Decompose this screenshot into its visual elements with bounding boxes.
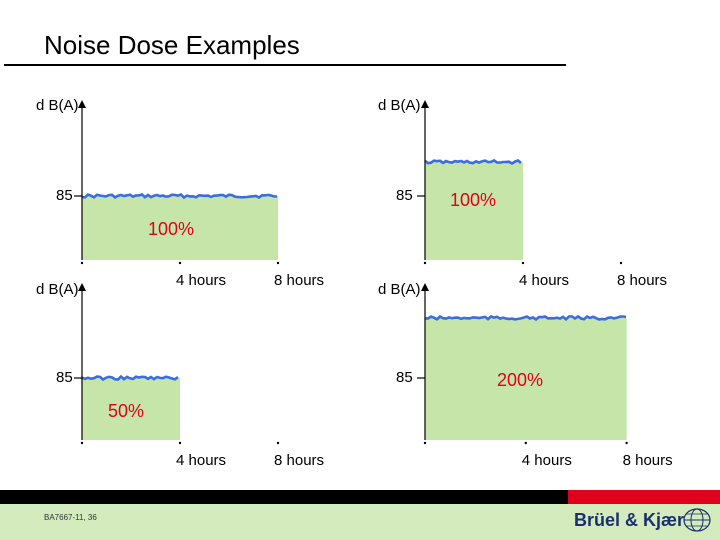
x-tick-mark xyxy=(178,441,182,445)
x-tick-mark xyxy=(276,441,280,445)
dose-percent-label: 50% xyxy=(108,401,145,421)
footer-black-stripe xyxy=(0,490,568,504)
document-code: BA7667-11, 36 xyxy=(44,513,97,522)
noise-level-line xyxy=(424,158,522,166)
x-tick-label-8h: 8 hours xyxy=(274,272,325,289)
x-tick-label-8h: 8 hours xyxy=(617,272,668,289)
y-axis-label: d B(A) xyxy=(378,97,421,114)
exposure-area xyxy=(82,378,180,440)
brand-name: Brüel & Kjær xyxy=(574,510,685,530)
y-axis-label: d B(A) xyxy=(36,97,79,114)
x-tick-mark xyxy=(276,261,280,265)
globe-logo-icon xyxy=(682,507,712,538)
x-tick-label-4h: 4 hours xyxy=(176,272,227,289)
y-axis-label: d B(A) xyxy=(378,281,421,298)
level-label: 85 xyxy=(56,369,73,386)
x-tick-label-4h: 4 hours xyxy=(176,452,227,469)
title-underline xyxy=(4,64,566,66)
x-tick-label-4h: 4 hours xyxy=(519,272,570,289)
x-tick-mark xyxy=(423,261,427,265)
dose-percent-label: 200% xyxy=(497,370,544,390)
level-label: 85 xyxy=(56,187,73,204)
noise-level-line xyxy=(81,192,278,200)
y-axis-label: d B(A) xyxy=(36,281,79,298)
y-axis-arrow xyxy=(421,100,429,108)
dose-percent-label: 100% xyxy=(450,190,497,210)
x-tick-label-8h: 8 hours xyxy=(274,452,325,469)
x-tick-mark xyxy=(80,441,84,445)
level-label: 85 xyxy=(396,187,413,204)
x-tick-label-4h: 4 hours xyxy=(521,452,572,469)
y-axis-arrow xyxy=(78,100,86,108)
x-tick-mark xyxy=(423,441,427,445)
exposure-area xyxy=(82,196,278,260)
page-title: Noise Dose Examples xyxy=(44,30,300,60)
footer-band xyxy=(0,504,720,540)
level-label: 85 xyxy=(396,369,413,386)
x-tick-mark xyxy=(80,261,84,265)
y-axis-arrow xyxy=(78,283,86,291)
x-tick-mark xyxy=(524,441,527,445)
x-tick-mark xyxy=(178,261,182,265)
exposure-area xyxy=(425,162,523,260)
x-tick-mark xyxy=(619,261,623,265)
x-tick-label-8h: 8 hours xyxy=(622,452,673,469)
dose-percent-label: 100% xyxy=(148,219,195,239)
noise-level-line xyxy=(81,374,179,382)
noise-level-line xyxy=(424,314,627,322)
y-axis-arrow xyxy=(421,283,429,291)
exposure-area xyxy=(425,318,627,440)
x-tick-mark xyxy=(625,441,628,445)
x-tick-mark xyxy=(521,261,525,265)
footer-red-stripe xyxy=(568,490,720,504)
